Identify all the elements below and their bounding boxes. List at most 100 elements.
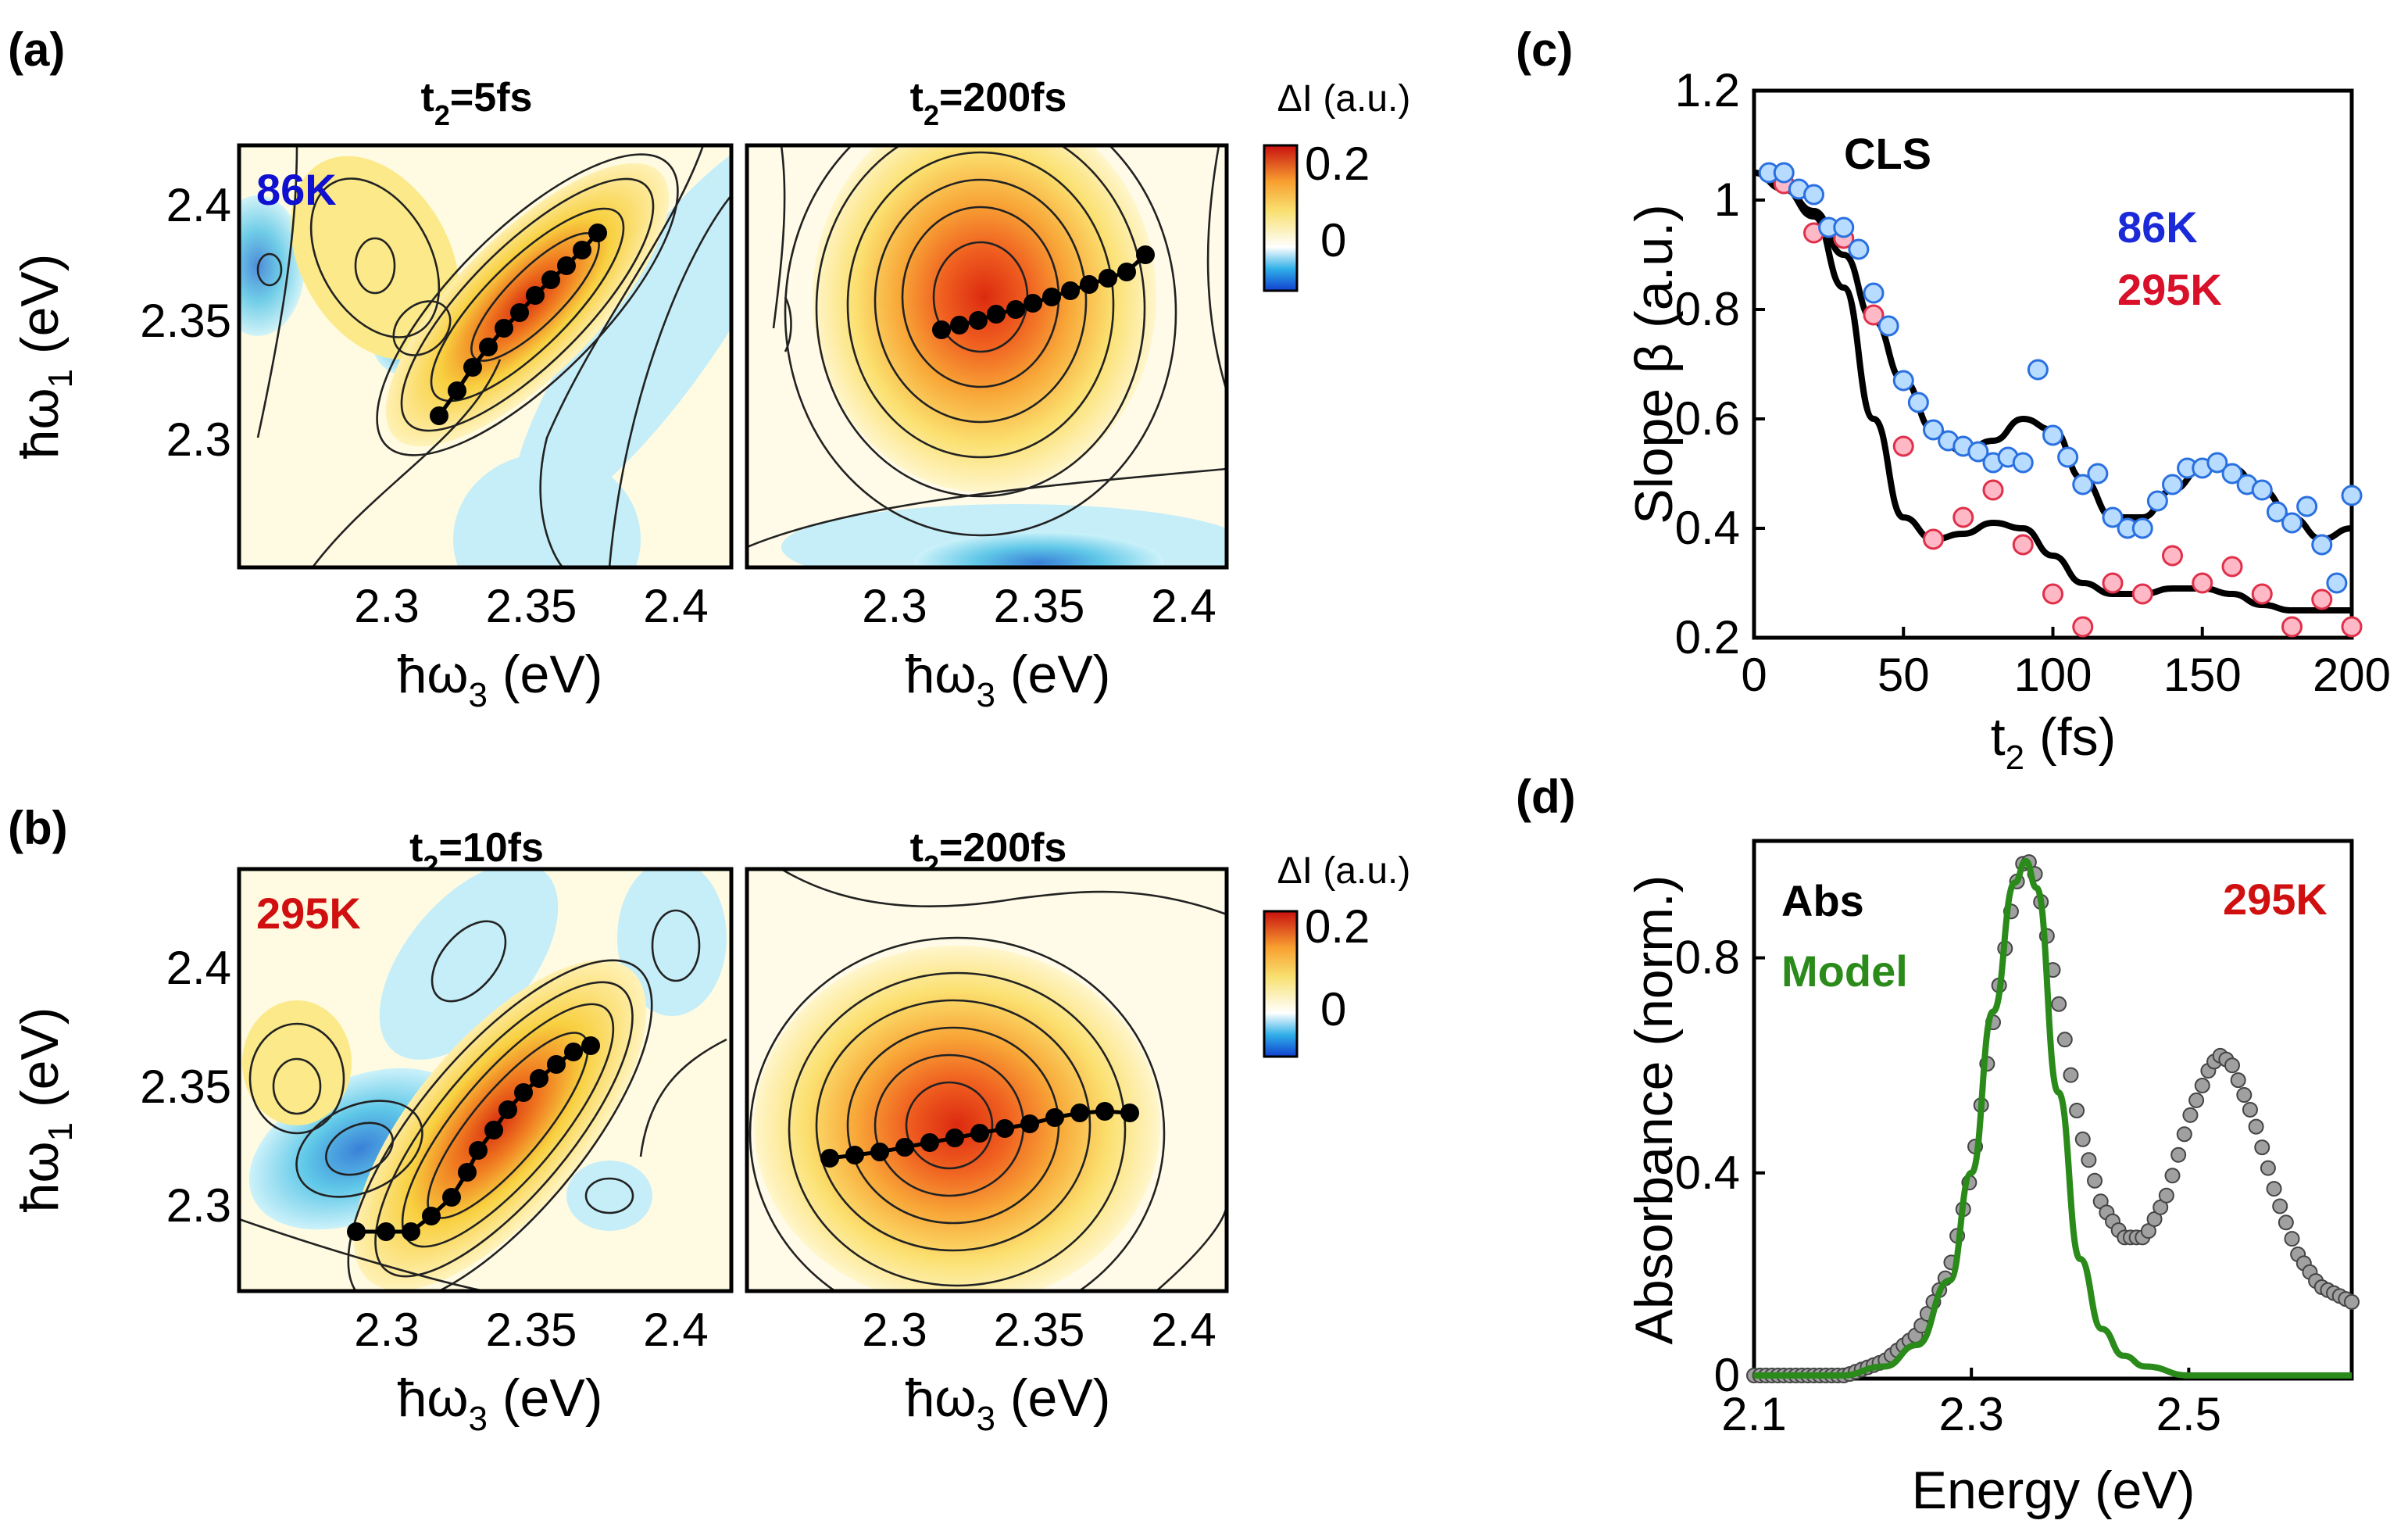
panel-a-label: (a) bbox=[8, 23, 65, 76]
chart-c-point-86K bbox=[2012, 452, 2034, 474]
b-y-tick-2.35: 2.35 bbox=[140, 1061, 231, 1113]
chart-d-legend-model: Model bbox=[1781, 946, 1908, 996]
cls-point bbox=[581, 1036, 600, 1055]
chart-c-point-295K bbox=[2072, 616, 2094, 638]
chart-d-abs-point bbox=[2248, 1118, 2264, 1135]
chart-d-abs-point bbox=[2272, 1198, 2288, 1214]
b-right-x-tick-2.4: 2.4 bbox=[1151, 1304, 1216, 1356]
a-y-label: ħω1 (eV) bbox=[10, 254, 80, 460]
cls-point bbox=[1120, 1104, 1139, 1122]
chart-d-abs-point bbox=[2063, 1067, 2079, 1083]
cls-point bbox=[495, 319, 513, 338]
chart-c-x-tick: 200 bbox=[2313, 649, 2391, 701]
cls-point bbox=[969, 311, 988, 330]
chart-c-point-86K bbox=[2281, 512, 2303, 534]
chart-d-abs-point bbox=[2164, 1168, 2181, 1184]
cls-point bbox=[932, 320, 951, 339]
panel-b-colorbar-tick-zero: 0 bbox=[1320, 983, 1346, 1036]
chart-c-point-86K bbox=[1892, 370, 1914, 392]
b-left-x-tick-2.35: 2.35 bbox=[486, 1304, 577, 1356]
cls-point bbox=[1080, 275, 1099, 294]
b-right-x-label: ħω3 (eV) bbox=[906, 1368, 1111, 1438]
chart-c-point-86K bbox=[2162, 474, 2183, 495]
chart-d-x-tick: 2.3 bbox=[1938, 1388, 2003, 1440]
cls-point bbox=[1045, 1108, 1064, 1127]
cls-point bbox=[987, 305, 1006, 324]
chart-d-abs-point bbox=[2182, 1107, 2199, 1123]
cls-point bbox=[484, 1121, 503, 1139]
cls-point bbox=[945, 1129, 964, 1147]
chart-d-abs-point bbox=[2260, 1160, 2276, 1176]
cls-point bbox=[1095, 1102, 1114, 1121]
chart-c-point-86K bbox=[2102, 506, 2124, 528]
chart-d-frame bbox=[1752, 839, 2354, 1381]
chart-c-point-295K bbox=[1952, 506, 1974, 528]
cls-point bbox=[557, 256, 576, 275]
cls-points-b-10fs bbox=[347, 1036, 600, 1241]
chart-d-abs-point bbox=[2087, 1172, 2103, 1189]
cls-points-a-200fs bbox=[932, 245, 1155, 339]
chart-c-x-tick: 100 bbox=[2013, 649, 2092, 701]
cls-point bbox=[820, 1149, 839, 1168]
cls-point bbox=[530, 1069, 548, 1088]
chart-d-y-tick: 0 bbox=[1714, 1349, 1740, 1401]
b-y-label: ħω1 (eV) bbox=[10, 1007, 80, 1213]
chart-c-point-295K bbox=[1863, 304, 1885, 326]
a-right-x-tick-2.4: 2.4 bbox=[1151, 580, 1216, 632]
chart-c-point-86K bbox=[1863, 282, 1885, 304]
b-y-tick-2.3: 2.3 bbox=[166, 1179, 231, 1232]
panel-b-colorbar-title: ΔI (a.u.) bbox=[1277, 850, 1411, 892]
chart-c-fit-295K-line bbox=[1753, 170, 2352, 613]
cls-point bbox=[573, 241, 591, 259]
panel-a-left-title: t2=5fs bbox=[421, 75, 533, 131]
chart-c-point-86K bbox=[2326, 572, 2348, 594]
chart-c-point-86K bbox=[2042, 424, 2063, 446]
cls-point bbox=[402, 1222, 420, 1241]
chart-c-point-86K bbox=[2221, 463, 2243, 485]
chart-c-point-86K bbox=[2311, 534, 2333, 556]
chart-c-x-tick: 0 bbox=[1741, 649, 1767, 701]
chart-c-point-86K bbox=[1848, 238, 1870, 260]
cls-point bbox=[422, 1207, 441, 1225]
chart-c-x-tick: 150 bbox=[2163, 649, 2242, 701]
chart-c-point-295K bbox=[2251, 583, 2273, 605]
b-right-x-tick-2.35: 2.35 bbox=[994, 1304, 1085, 1356]
cls-point bbox=[564, 1043, 583, 1061]
chart-c-point-86K bbox=[1877, 315, 1899, 337]
chart-c-point-86K bbox=[1833, 216, 1855, 238]
cls-point bbox=[1024, 294, 1042, 313]
map-a-200fs bbox=[747, 145, 1227, 567]
panel-a-colorbar-title: ΔI (a.u.) bbox=[1277, 78, 1411, 120]
chart-d-xlabel: Energy (eV) bbox=[1912, 1461, 2195, 1520]
chart-c-xlabel: t2 (fs) bbox=[1991, 707, 2116, 777]
chart-d-abs-point bbox=[2081, 1152, 2097, 1168]
panel-a-colorbar-tick-top: 0.2 bbox=[1305, 138, 1370, 190]
chart-c-point-295K bbox=[2341, 616, 2363, 638]
chart-d-abs-point bbox=[2176, 1126, 2192, 1143]
chart-d-abs-point bbox=[2266, 1181, 2282, 1197]
cls-point bbox=[347, 1222, 366, 1241]
chart-c-point-86K bbox=[2251, 479, 2273, 501]
cls-point bbox=[498, 1100, 517, 1119]
cls-point bbox=[1070, 1104, 1089, 1122]
chart-d-legend-abs: Abs bbox=[1781, 876, 1864, 925]
chart-d-abs-point bbox=[2224, 1057, 2240, 1074]
a-right-x-tick-2.35: 2.35 bbox=[994, 580, 1085, 632]
panel-b-temp: 295K bbox=[256, 889, 361, 938]
cls-point bbox=[430, 406, 448, 425]
cls-point bbox=[1099, 269, 1117, 288]
cls-point bbox=[448, 381, 466, 400]
panel-a-temp: 86K bbox=[256, 165, 337, 214]
a-y-tick-2.35: 2.35 bbox=[140, 295, 231, 347]
a-left-x-label: ħω3 (eV) bbox=[398, 645, 603, 714]
cls-point bbox=[588, 224, 607, 242]
cls-point bbox=[514, 1083, 533, 1102]
chart-d-abs-point bbox=[2254, 1139, 2270, 1156]
chart-c-point-295K bbox=[2102, 572, 2124, 594]
panel-c: (c) 0 50 100 150 200 1.2 1 0.8 0.6 0.4 0.2 CLS 86K… bbox=[1516, 23, 2391, 777]
chart-c-point-86K bbox=[2072, 474, 2094, 495]
chart-c-point-86K bbox=[2146, 490, 2168, 512]
panel-a-right-title: t2=200fs bbox=[910, 75, 1067, 131]
cls-point bbox=[1061, 281, 1080, 300]
